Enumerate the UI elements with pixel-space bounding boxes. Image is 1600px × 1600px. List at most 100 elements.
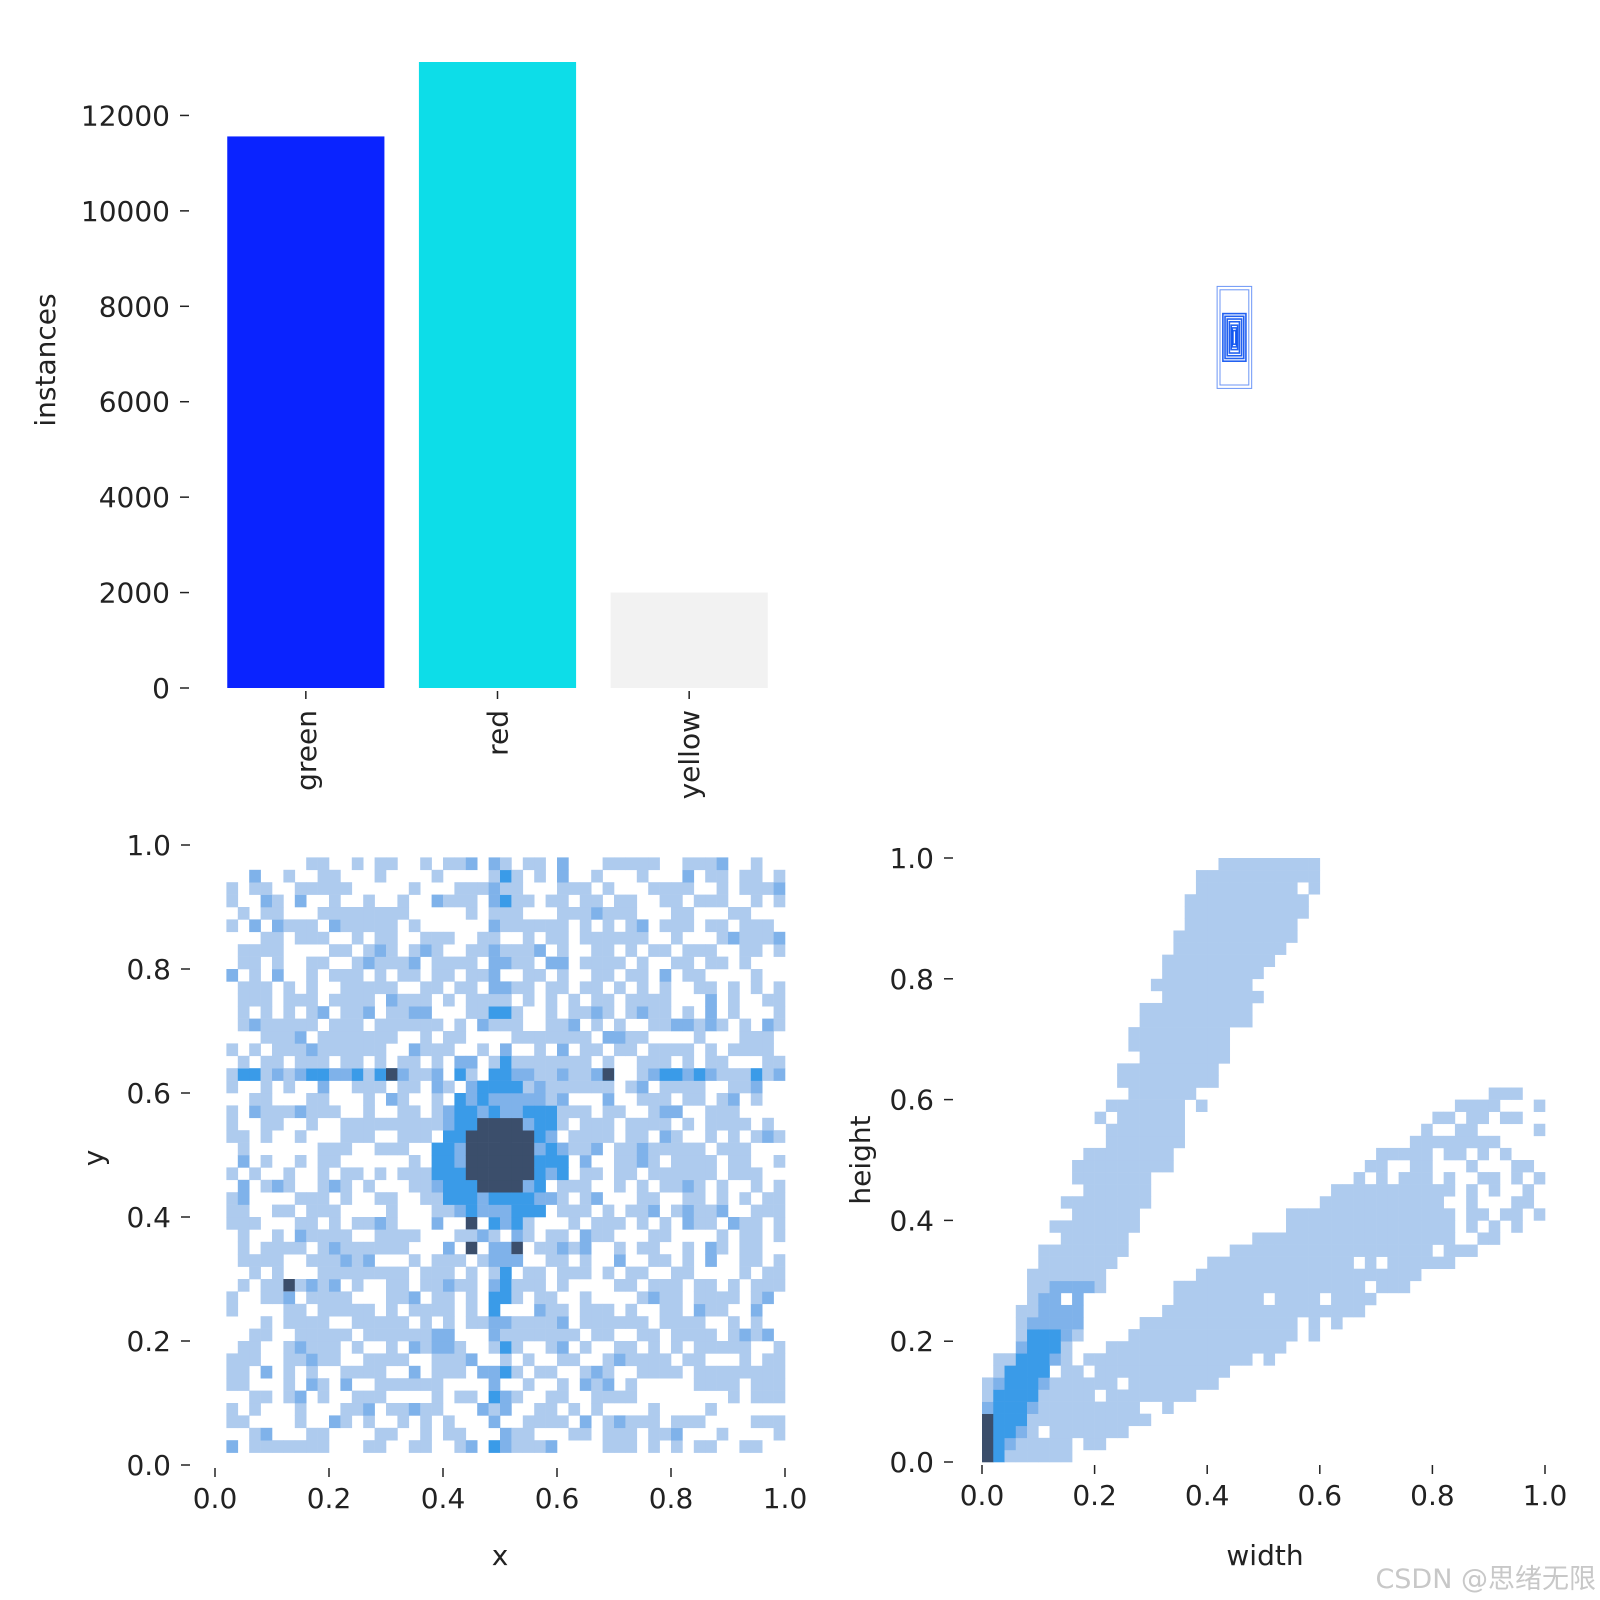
xy-cell <box>329 1179 341 1193</box>
wh-cell <box>1263 906 1276 919</box>
xy-cell <box>477 1093 489 1106</box>
wh-cell <box>1342 1196 1354 1209</box>
xy-cell <box>705 1155 717 1168</box>
xy-cell <box>306 969 318 982</box>
xy-cell <box>397 1415 410 1429</box>
xy-cell <box>454 1427 467 1441</box>
xy-cell <box>682 1043 695 1057</box>
xy-cell <box>557 1179 569 1193</box>
xy-cell <box>636 993 649 1007</box>
xy-cell <box>568 1130 581 1143</box>
xy-cell <box>636 1204 649 1218</box>
wh-cell <box>1195 1317 1208 1330</box>
xy-cell <box>443 931 455 945</box>
wh-cell <box>982 1437 994 1451</box>
xy-cell <box>716 1179 729 1193</box>
xy-cell <box>294 1341 307 1354</box>
xy-cell <box>443 1427 455 1441</box>
xy-cell <box>557 1080 569 1094</box>
xy-cell <box>693 1068 706 1081</box>
xy-cell <box>340 1229 353 1243</box>
xy-cell <box>386 1341 398 1354</box>
wh-cell <box>1263 942 1276 955</box>
wh-cell <box>1162 1304 1174 1318</box>
wh-cell <box>1252 858 1264 871</box>
xy-cell <box>465 1204 478 1218</box>
xy-cell <box>340 1117 353 1131</box>
xy-cell <box>693 1204 706 1218</box>
xy-cell <box>374 956 387 970</box>
wh-cell <box>1218 1317 1231 1330</box>
wh-cell <box>1027 1365 1039 1378</box>
wh-cell <box>1128 1075 1140 1088</box>
xy-cell <box>522 857 535 871</box>
wh-cell <box>1466 1208 1478 1221</box>
xy-cell <box>750 1241 763 1255</box>
wh-cell <box>1409 1256 1422 1270</box>
xy-cell <box>659 1427 672 1441</box>
xy-cell <box>522 1068 535 1081</box>
wh-cell <box>1387 1184 1399 1197</box>
wh-cell <box>1297 1280 1309 1294</box>
xy-cell <box>545 1006 558 1019</box>
xy-cell <box>614 981 626 995</box>
xy-cell <box>682 1080 695 1094</box>
xy-cell <box>351 907 364 920</box>
xy-cell <box>625 907 638 920</box>
wh-cell <box>1477 1135 1489 1149</box>
xy-cell <box>317 857 330 871</box>
xy-cell <box>488 1341 501 1354</box>
xy-cell <box>750 981 763 995</box>
xy-cell <box>454 1254 467 1267</box>
xy-xtick-label: 0.0 <box>193 1482 238 1515</box>
xy-cell <box>249 1353 261 1367</box>
xy-cell <box>260 1068 273 1081</box>
bbox-outline <box>1224 315 1245 360</box>
xy-cell <box>579 1130 592 1143</box>
xy-cell <box>693 1142 706 1156</box>
xy-cell <box>762 919 774 933</box>
xy-cell <box>443 1303 455 1317</box>
wh-cell <box>1421 1256 1433 1270</box>
xy-cell <box>454 981 467 995</box>
xy-cell <box>602 907 615 920</box>
bbox-outline <box>1228 320 1241 354</box>
wh-cell <box>1128 1208 1140 1221</box>
xy-cell <box>500 1440 512 1453</box>
xy-cell <box>545 993 558 1007</box>
xy-cell <box>351 956 364 970</box>
xy-cell <box>488 1303 501 1317</box>
xy-cell <box>739 882 752 895</box>
xy-cell <box>408 919 421 933</box>
xy-cell <box>226 1365 239 1379</box>
xy-cell <box>762 1043 774 1057</box>
wh-cell <box>1117 1184 1129 1197</box>
xy-cell <box>568 1006 581 1019</box>
xy-cell <box>294 1303 307 1317</box>
xy-cell <box>374 1427 387 1441</box>
xy-cell <box>500 1341 512 1354</box>
xy-cell <box>625 1080 638 1094</box>
xy-cell <box>454 1105 467 1119</box>
xy-cell <box>568 1068 581 1081</box>
xy-cell <box>522 1055 535 1069</box>
wh-cell <box>1240 1317 1253 1330</box>
wh-cell <box>1184 1002 1197 1016</box>
wh-cell <box>1511 1111 1523 1125</box>
xy-cell <box>636 1266 649 1280</box>
wh-cell <box>1409 1220 1422 1233</box>
xy-cell <box>329 1266 341 1280</box>
xy-cell <box>659 1006 672 1019</box>
xy-cell <box>636 857 649 871</box>
wh-cell <box>1195 894 1208 907</box>
xy-cell <box>648 1427 660 1441</box>
xy-cell <box>636 1130 649 1143</box>
wh-cell <box>1094 1365 1107 1378</box>
xy-cell <box>602 1204 615 1218</box>
xy-cell <box>614 1254 626 1267</box>
wh-cell <box>1139 1087 1152 1100</box>
wh-cell <box>1240 1329 1253 1342</box>
wh-cell <box>1173 930 1185 943</box>
wh-cell <box>1274 870 1287 883</box>
xy-cell <box>671 956 683 970</box>
